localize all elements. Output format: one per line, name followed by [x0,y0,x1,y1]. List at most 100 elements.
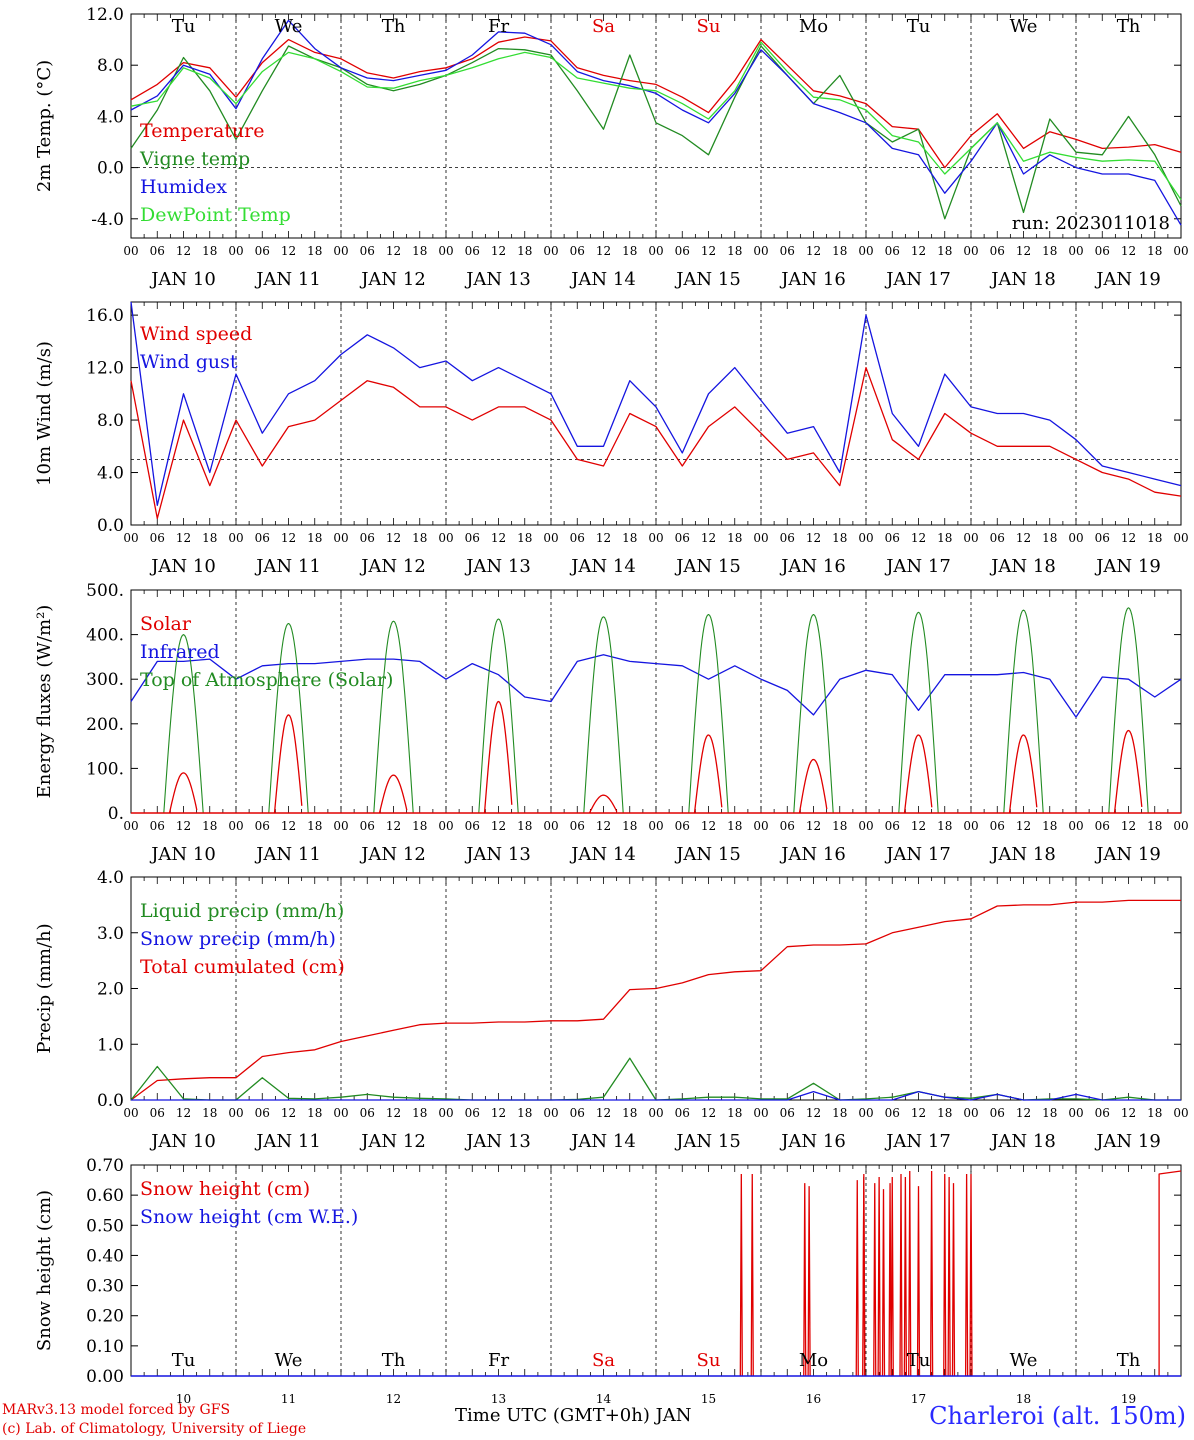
date-label: JAN 17 [884,1131,951,1152]
hour-tick-label: 06 [990,1106,1005,1120]
day-number-label: 12 [386,1392,401,1406]
hour-tick-label: 00 [228,244,243,258]
legend-entry: DewPoint Temp [140,204,291,226]
toa-solar-curve [583,616,624,814]
y-tick-label: 16.0 [86,306,124,326]
y-tick-label: 0.60 [86,1186,124,1206]
y-tick-label: 0.30 [86,1277,124,1297]
run-label: run: 2023011018 [1012,213,1170,234]
day-number-label: 15 [701,1392,716,1406]
day-number-label: 17 [911,1392,926,1406]
date-label: JAN 11 [254,269,321,290]
day-number-label: 10 [176,1392,191,1406]
legend-entry: Snow precip (mm/h) [140,928,336,950]
hour-tick-label: 18 [517,244,532,258]
snow-height-spike [873,1183,877,1377]
hour-tick-label: 18 [517,819,532,833]
hour-tick-label: 06 [465,244,480,258]
y-tick-label: 0.0 [97,516,124,536]
legend-entry: Infrared [140,641,220,663]
snow-height-spike [750,1174,754,1377]
date-label: JAN 13 [464,1131,531,1152]
y-tick-label: -4.0 [91,210,124,230]
hour-tick-label: 00 [228,1106,243,1120]
toa-solar-curve [373,620,414,814]
hour-tick-label: 12 [1121,244,1136,258]
snow-height-spike [943,1174,947,1377]
date-label: JAN 12 [359,556,426,577]
weekday-label: Mo [799,16,828,37]
hour-tick-label: 12 [911,819,926,833]
y-tick-label: 0.50 [86,1216,124,1236]
weekday-label: We [1010,16,1038,37]
weekday-label: We [275,16,303,37]
snow-height-spike [739,1174,743,1377]
weekday-label: We [1010,1350,1038,1371]
hour-tick-label: 00 [753,531,768,545]
hour-tick-label: 00 [1068,531,1083,545]
date-label: JAN 19 [1094,844,1161,865]
hour-tick-label: 06 [570,819,585,833]
hour-tick-label: 12 [911,1106,926,1120]
hour-tick-label: 06 [465,819,480,833]
series-infrared-line [130,654,1182,718]
hour-tick-label: 12 [1016,244,1031,258]
hour-tick-label: 00 [963,531,978,545]
snow-height-spike [916,1186,921,1377]
date-label: JAN 15 [674,1131,741,1152]
hour-tick-label: 12 [806,531,821,545]
hour-tick-label: 06 [885,819,900,833]
snow-height-spike [855,1180,859,1377]
hour-tick-label: 18 [832,819,847,833]
legend-entry: Vigne temp [139,148,250,170]
copyright-notice: (c) Lab. of Climatology, University of L… [2,1421,307,1437]
hour-tick-label: 00 [543,244,558,258]
date-label: JAN 16 [779,844,846,865]
weekday-label: Fr [488,16,509,37]
hour-tick-label: 18 [1147,244,1162,258]
hour-tick-label: 18 [1042,1106,1057,1120]
hour-tick-label: 00 [1173,244,1188,258]
snow-height-spike [807,1186,811,1377]
toa-solar-curve [898,611,939,814]
snow-height-spike [908,1171,912,1377]
y-tick-label: 0.20 [86,1307,124,1327]
series-wind-speed-line [130,366,1182,520]
hour-tick-label: 06 [255,244,270,258]
day-number-label: 16 [806,1392,821,1406]
hour-tick-label: 00 [1173,531,1188,545]
date-label: JAN 16 [779,556,846,577]
hour-tick-label: 06 [675,1106,690,1120]
y-tick-label: 500. [86,581,124,601]
hour-tick-label: 00 [753,1106,768,1120]
snow-height-spike [947,1177,951,1377]
hour-tick-label: 06 [570,244,585,258]
y-tick-label: 100. [86,759,124,779]
date-label: JAN 15 [674,269,741,290]
model-credit: MARv3.13 model forced by GFS [2,1402,231,1418]
hour-tick-label: 06 [1095,1106,1110,1120]
legend-entry: Snow height (cm W.E.) [140,1206,358,1228]
hour-tick-label: 06 [1095,244,1110,258]
y-tick-label: 0.00 [86,1367,124,1387]
hour-tick-label: 18 [202,1106,217,1120]
date-label: JAN 18 [989,269,1056,290]
hour-tick-label: 00 [858,819,873,833]
date-label: JAN 14 [569,269,636,290]
date-label: JAN 14 [569,1131,636,1152]
hour-tick-label: 00 [753,819,768,833]
date-label: JAN 11 [254,556,321,577]
hour-tick-label: 18 [412,819,427,833]
hour-tick-label: 06 [780,531,795,545]
hour-tick-label: 12 [281,244,296,258]
hour-tick-label: 18 [727,244,742,258]
date-label: JAN 14 [569,556,636,577]
hour-tick-label: 12 [911,531,926,545]
hour-tick-label: 00 [858,1106,873,1120]
date-label: JAN 15 [674,556,741,577]
hour-tick-label: 12 [281,1106,296,1120]
hour-tick-label: 00 [963,1106,978,1120]
hour-tick-label: 06 [570,531,585,545]
hour-tick-label: 12 [1016,531,1031,545]
